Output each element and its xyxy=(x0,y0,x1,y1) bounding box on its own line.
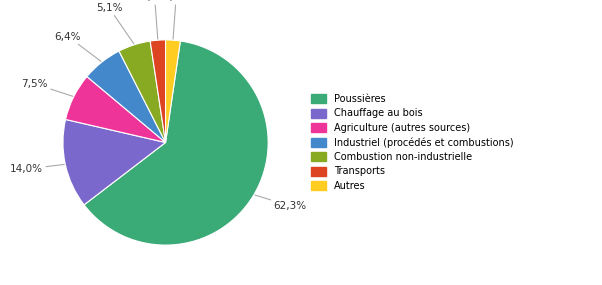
Legend: Poussières, Chauffage au bois, Agriculture (autres sources), Industriel (procédé: Poussières, Chauffage au bois, Agricultu… xyxy=(311,94,514,191)
Wedge shape xyxy=(63,119,166,205)
Wedge shape xyxy=(84,41,268,245)
Wedge shape xyxy=(166,40,181,142)
Text: 2,3%: 2,3% xyxy=(163,0,190,39)
Wedge shape xyxy=(119,41,166,142)
Text: 6,4%: 6,4% xyxy=(55,32,101,61)
Text: 5,1%: 5,1% xyxy=(96,3,134,44)
Text: 7,5%: 7,5% xyxy=(22,79,73,96)
Text: 2,4%: 2,4% xyxy=(141,0,168,39)
Wedge shape xyxy=(66,77,166,142)
Text: 14,0%: 14,0% xyxy=(10,164,64,174)
Wedge shape xyxy=(87,51,166,142)
Text: 62,3%: 62,3% xyxy=(255,195,306,211)
Wedge shape xyxy=(150,40,166,142)
